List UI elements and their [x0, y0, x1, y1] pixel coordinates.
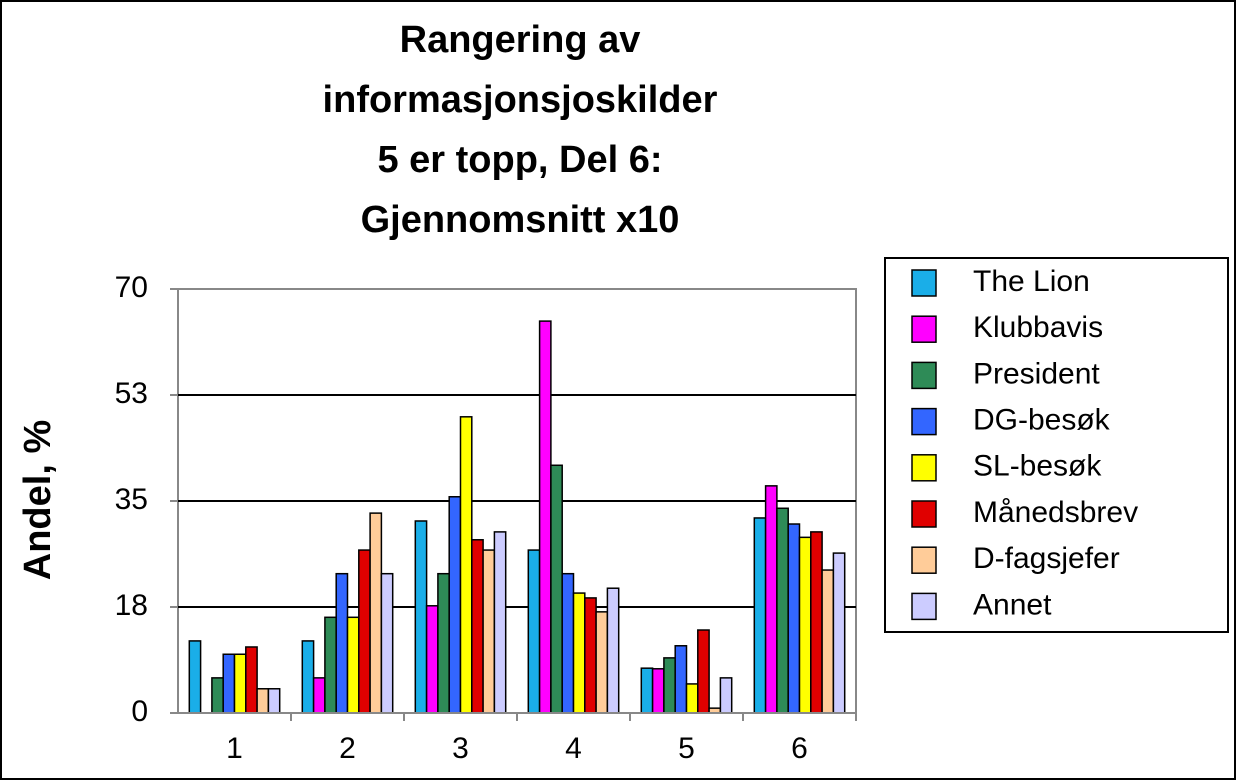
bar: [493, 531, 507, 714]
legend-label: SL-besøk: [973, 450, 1102, 483]
bar: [832, 552, 846, 714]
chart-title: Rangering av: [400, 19, 641, 61]
bar: [211, 677, 224, 714]
legend-swatch: [911, 361, 937, 390]
legend-label: Annet: [973, 588, 1052, 621]
x-tick-label: 1: [226, 732, 243, 765]
legend-label: D-fagsjefer: [973, 542, 1120, 575]
bar: [425, 605, 439, 714]
x-tick-label: 6: [791, 732, 808, 765]
y-tick-label: 0: [131, 695, 148, 728]
bar: [640, 667, 654, 714]
legend-label: DG-besøk: [973, 404, 1111, 437]
bar: [572, 592, 586, 714]
bar: [245, 646, 258, 714]
x-tick-label: 3: [452, 732, 469, 765]
bar: [787, 523, 801, 714]
bar: [335, 572, 349, 714]
bar: [380, 572, 394, 714]
bar: [414, 520, 428, 714]
bar: [369, 512, 383, 714]
y-tick-label: 18: [115, 589, 148, 622]
legend-label: President: [973, 357, 1100, 390]
legend-swatch: [911, 269, 937, 297]
legend-swatch: [911, 592, 937, 621]
bar: [527, 549, 541, 714]
bar: [550, 464, 563, 714]
bar: [459, 416, 473, 714]
chart-title: 5 er topp, Del 6:: [377, 139, 662, 181]
bar: [798, 536, 812, 714]
bar: [561, 572, 575, 714]
y-tick-label: 35: [115, 483, 148, 516]
y-tick-label: 70: [115, 271, 148, 304]
bar: [764, 485, 778, 714]
bar: [267, 688, 281, 714]
bar: [753, 517, 767, 714]
bar: [437, 572, 450, 714]
legend-swatch: [911, 315, 937, 343]
bar: [685, 683, 699, 714]
bar: [482, 549, 496, 714]
bar: [719, 677, 733, 714]
bar: [538, 320, 552, 714]
bar: [471, 539, 484, 714]
bar: [358, 549, 371, 714]
bar: [674, 645, 688, 714]
bar: [188, 640, 202, 714]
bar: [233, 653, 247, 714]
bar: [346, 616, 360, 714]
x-tick-label: 4: [565, 732, 582, 765]
x-tick-label: 5: [678, 732, 695, 765]
legend-label: Månedsbrev: [973, 496, 1138, 529]
legend-swatch: [911, 546, 937, 574]
chart-title: informasjonsjoskilder: [323, 79, 718, 121]
y-axis-label: Andel, %: [17, 420, 59, 580]
bar: [312, 677, 326, 714]
legend-swatch: [911, 407, 937, 436]
bar: [324, 616, 337, 714]
bar: [448, 496, 462, 714]
legend-swatch: [911, 500, 937, 528]
bar: [606, 587, 620, 714]
bar: [821, 569, 835, 714]
bar: [663, 657, 676, 714]
legend-label: Klubbavis: [973, 311, 1103, 344]
chart-title: Gjennomsnitt x10: [361, 199, 680, 241]
bar: [595, 611, 609, 714]
bar: [776, 507, 789, 714]
legend-swatch: [911, 454, 937, 482]
legend: [884, 257, 1229, 633]
bar: [697, 629, 710, 714]
bar: [301, 640, 315, 714]
bar: [651, 668, 665, 714]
bar: [584, 597, 597, 714]
legend-label: The Lion: [973, 265, 1090, 298]
x-tick-label: 2: [339, 732, 356, 765]
bar: [222, 653, 236, 714]
bar: [256, 688, 270, 714]
bar: [810, 531, 823, 714]
y-tick-label: 53: [115, 377, 148, 410]
